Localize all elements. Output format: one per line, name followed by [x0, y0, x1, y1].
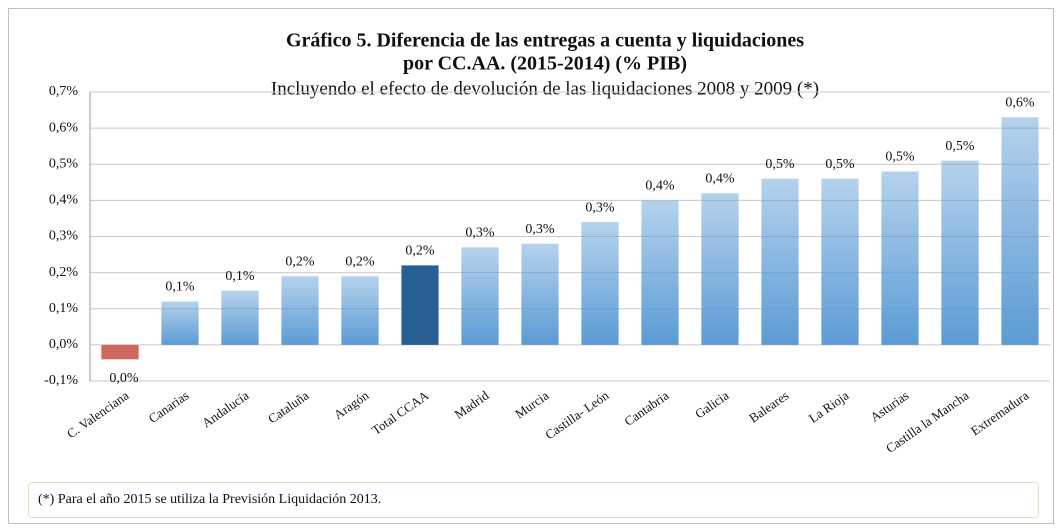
data-label: 0,2% — [405, 244, 435, 259]
bar — [701, 193, 739, 345]
data-label: 0,2% — [285, 254, 315, 269]
bar — [1001, 117, 1039, 345]
y-tick-label: 0,3% — [49, 229, 79, 244]
bar — [341, 276, 379, 345]
chart-subtitle: Incluyendo el efecto de devolución de la… — [271, 78, 819, 99]
y-tick-label: 0,5% — [49, 156, 79, 171]
bar — [641, 200, 679, 345]
bar — [221, 290, 259, 345]
data-label: 0,1% — [225, 269, 255, 284]
y-tick-label: 0,6% — [49, 120, 79, 135]
y-tick-label: 0,0% — [49, 337, 79, 352]
bar — [401, 265, 439, 345]
data-label: 0,3% — [525, 222, 555, 237]
data-label: 0,2% — [345, 254, 375, 269]
bar — [941, 160, 979, 345]
y-tick-label: 0,1% — [49, 301, 79, 316]
data-label: 0,4% — [645, 179, 675, 194]
chart-title: Gráfico 5. Diferencia de las entregas a … — [286, 30, 804, 52]
bar — [881, 171, 919, 345]
data-label: 0,1% — [165, 280, 195, 295]
chart-title: por CC.AA. (2015-2014) (% PIB) — [403, 53, 687, 75]
data-label: 0,0% — [109, 371, 139, 386]
y-tick-label: 0,2% — [49, 265, 79, 280]
footnote: (*) Para el año 2015 se utiliza la Previ… — [38, 492, 381, 507]
data-label: 0,5% — [765, 157, 795, 172]
bar — [281, 276, 319, 345]
y-tick-label: -0,1% — [44, 373, 78, 388]
data-label: 0,5% — [945, 139, 975, 154]
bar — [101, 344, 139, 360]
data-label: 0,6% — [1005, 96, 1035, 111]
data-label: 0,4% — [705, 171, 735, 186]
bar — [521, 243, 559, 345]
bar — [761, 178, 799, 345]
y-tick-label: 0,7% — [49, 84, 79, 99]
y-tick-label: 0,4% — [49, 193, 79, 208]
data-label: 0,3% — [585, 200, 615, 215]
data-label: 0,5% — [825, 157, 855, 172]
footnote-box — [28, 482, 1039, 518]
bar — [461, 247, 499, 345]
data-label: 0,3% — [465, 226, 495, 241]
bar — [821, 178, 859, 345]
data-label: 0,5% — [885, 150, 915, 165]
bar — [581, 222, 619, 345]
bar — [161, 301, 199, 345]
